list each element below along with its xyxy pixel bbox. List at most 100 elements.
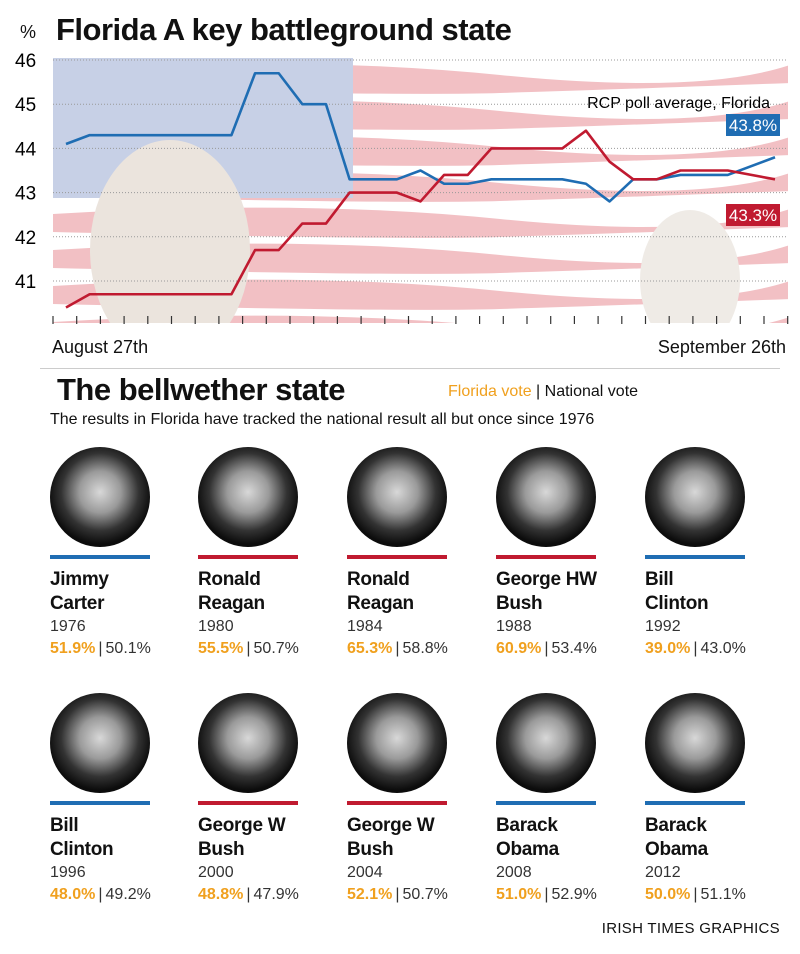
florida-vote: 48.8% xyxy=(198,886,244,903)
bellwether-title: The bellwether state xyxy=(57,372,346,407)
president-name: Bill Clinton xyxy=(50,814,190,862)
name-line-2: Bush xyxy=(496,593,543,614)
name-line-1: Barack xyxy=(645,815,707,836)
president-card: Barack Obama 2012 50.0% | 51.1% xyxy=(645,693,785,904)
name-line-1: Bill xyxy=(50,815,79,836)
florida-vote: 60.9% xyxy=(496,640,542,657)
chart-annotation: RCP poll average, Florida xyxy=(587,95,770,112)
president-name: Jimmy Carter xyxy=(50,568,190,616)
legend-separator: | xyxy=(536,383,541,400)
national-vote: 47.9% xyxy=(253,886,299,903)
president-photo xyxy=(347,693,447,793)
name-line-1: Bill xyxy=(645,569,674,590)
trump-photo xyxy=(90,140,250,323)
credit: IRISH TIMES GRAPHICS xyxy=(601,920,780,937)
election-year: 2004 xyxy=(347,864,383,881)
party-bar xyxy=(347,555,447,559)
president-card: Jimmy Carter 1976 51.9% | 50.1% xyxy=(50,447,190,658)
election-year: 1976 xyxy=(50,618,86,635)
vote-shares: 60.9% | 53.4% xyxy=(496,640,636,658)
election-year: 1984 xyxy=(347,618,383,635)
name-line-1: George W xyxy=(347,815,435,836)
president-photo xyxy=(50,693,150,793)
clinton-end-label: 43.8% xyxy=(729,116,777,135)
president-photo xyxy=(645,447,745,547)
y-unit-label: % xyxy=(20,22,37,42)
president-name: George W Bush xyxy=(198,814,338,862)
y-tick-label: 43 xyxy=(15,184,36,205)
name-line-1: Barack xyxy=(496,815,558,836)
party-bar xyxy=(50,555,150,559)
chart-title: Florida A key battleground state xyxy=(56,12,512,47)
party-bar xyxy=(645,801,745,805)
president-name: George W Bush xyxy=(347,814,487,862)
president-name: Barack Obama xyxy=(496,814,636,862)
legend-national: National vote xyxy=(544,383,639,400)
president-name: Barack Obama xyxy=(645,814,785,862)
president-card: Ronald Reagan 1980 55.5% | 50.7% xyxy=(198,447,338,658)
president-name: Bill Clinton xyxy=(645,568,785,616)
name-line-2: Bush xyxy=(198,839,245,860)
clinton-photo xyxy=(640,210,740,323)
vote-separator: | xyxy=(98,886,103,903)
election-year: 2008 xyxy=(496,864,532,881)
national-vote: 51.1% xyxy=(700,886,746,903)
national-vote: 58.8% xyxy=(402,640,448,657)
poll-line-chart: 41 42 43 44 45 46 RCP poll average, Florida 4… xyxy=(15,51,789,324)
name-line-2: Obama xyxy=(496,839,559,860)
national-vote: 53.4% xyxy=(551,640,597,657)
y-tick-label: 45 xyxy=(15,95,36,116)
national-vote: 43.0% xyxy=(700,640,746,657)
vote-separator: | xyxy=(98,640,103,657)
president-card: George W Bush 2004 52.1% | 50.7% xyxy=(347,693,487,904)
y-tick-label: 41 xyxy=(15,272,36,293)
vote-separator: | xyxy=(395,640,400,657)
national-vote: 50.7% xyxy=(253,640,299,657)
vote-shares: 65.3% | 58.8% xyxy=(347,640,487,658)
president-photo xyxy=(496,447,596,547)
national-vote: 50.7% xyxy=(402,886,448,903)
vote-separator: | xyxy=(246,640,251,657)
party-bar xyxy=(496,555,596,559)
trump-end-label: 43.3% xyxy=(729,206,777,225)
party-bar xyxy=(347,801,447,805)
president-name: Ronald Reagan xyxy=(347,568,487,616)
president-photo xyxy=(198,693,298,793)
y-tick-label: 42 xyxy=(15,228,36,249)
president-card: George W Bush 2000 48.8% | 47.9% xyxy=(198,693,338,904)
president-photo xyxy=(496,693,596,793)
vote-shares: 51.0% | 52.9% xyxy=(496,886,636,904)
vote-separator: | xyxy=(693,640,698,657)
name-line-2: Clinton xyxy=(50,839,114,860)
president-card: George HW Bush 1988 60.9% | 53.4% xyxy=(496,447,636,658)
president-name: George HW Bush xyxy=(496,568,636,616)
president-card: Bill Clinton 1996 48.0% | 49.2% xyxy=(50,693,190,904)
name-line-1: Ronald xyxy=(198,569,261,590)
florida-vote: 51.0% xyxy=(496,886,542,903)
president-card: Barack Obama 2008 51.0% | 52.9% xyxy=(496,693,636,904)
party-bar xyxy=(50,801,150,805)
name-line-1: Ronald xyxy=(347,569,410,590)
vote-shares: 51.9% | 50.1% xyxy=(50,640,190,658)
vote-shares: 55.5% | 50.7% xyxy=(198,640,338,658)
name-line-1: George W xyxy=(198,815,286,836)
election-year: 2012 xyxy=(645,864,681,881)
vote-separator: | xyxy=(544,886,549,903)
x-label-start: August 27th xyxy=(52,337,149,357)
y-tick-label: 46 xyxy=(15,51,36,72)
vote-shares: 48.8% | 47.9% xyxy=(198,886,338,904)
vote-legend: Florida vote | National vote xyxy=(448,383,638,401)
name-line-1: Jimmy xyxy=(50,569,109,590)
name-line-2: Reagan xyxy=(347,593,414,614)
y-tick-label: 44 xyxy=(15,139,37,160)
vote-shares: 50.0% | 51.1% xyxy=(645,886,785,904)
name-line-2: Carter xyxy=(50,593,105,614)
national-vote: 52.9% xyxy=(551,886,597,903)
vote-separator: | xyxy=(246,886,251,903)
trump-end-badge xyxy=(726,204,780,226)
vote-separator: | xyxy=(544,640,549,657)
president-photo xyxy=(198,447,298,547)
election-year: 1988 xyxy=(496,618,532,635)
party-bar xyxy=(198,555,298,559)
florida-vote: 51.9% xyxy=(50,640,96,657)
